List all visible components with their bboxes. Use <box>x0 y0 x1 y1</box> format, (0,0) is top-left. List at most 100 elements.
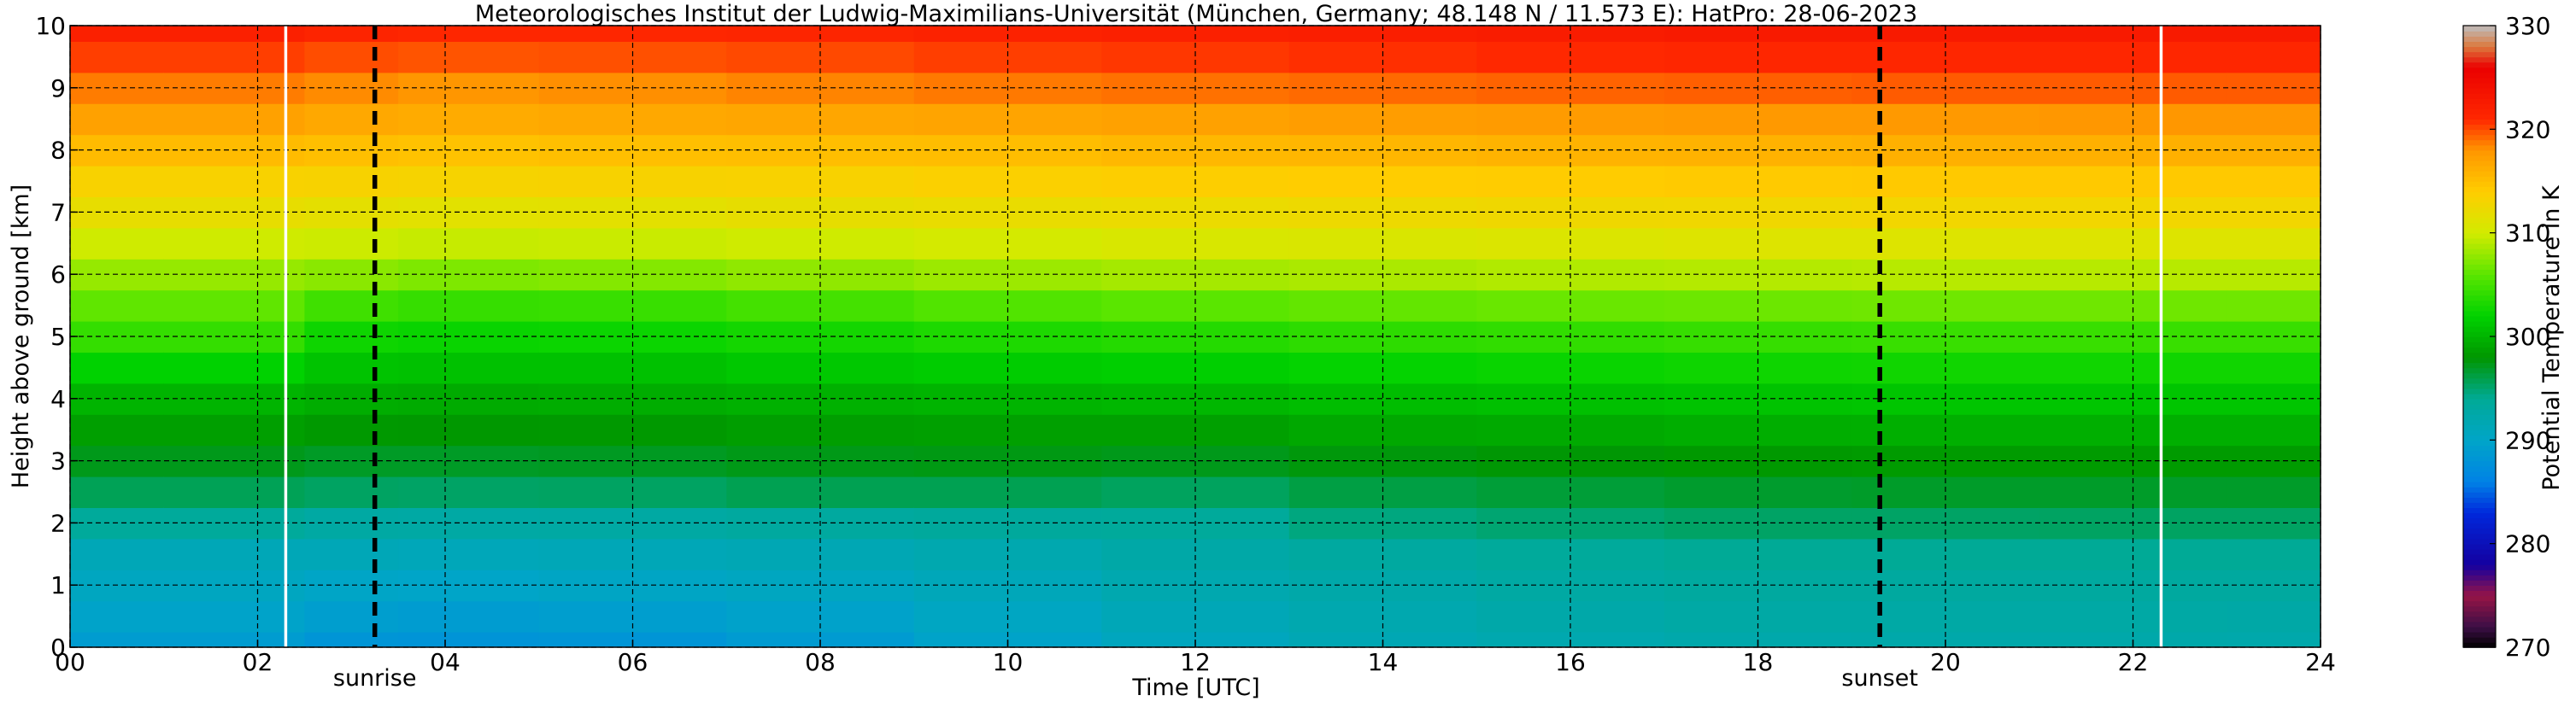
heatmap-cell <box>398 289 540 322</box>
colorbar-segment <box>2463 67 2496 73</box>
heatmap-cell <box>163 165 306 197</box>
colorbar-segment <box>2463 330 2496 337</box>
heatmap-cell <box>398 600 540 633</box>
x-tick-label: 24 <box>2305 648 2336 676</box>
colorbar-segment <box>2463 139 2496 146</box>
heatmap-cell <box>163 289 306 322</box>
heatmap-cell <box>398 41 540 73</box>
colorbar-segment <box>2463 87 2496 94</box>
colorbar-segment <box>2463 149 2496 156</box>
y-tick-label: 3 <box>50 447 66 476</box>
heatmap-cell <box>304 26 399 42</box>
x-tick-label: 14 <box>1368 648 1399 676</box>
heatmap-cell <box>163 227 306 260</box>
colorbar-segment <box>2463 175 2496 182</box>
heatmap-cell <box>398 414 540 447</box>
heatmap-cell <box>1101 26 1290 42</box>
colorbar-segment <box>2463 595 2496 602</box>
colorbar-tick-label: 310 <box>2505 219 2550 248</box>
heatmap-cell <box>70 165 165 197</box>
heatmap-cell <box>913 26 1103 42</box>
heatmap-cell <box>70 600 165 633</box>
heatmap-cell <box>2227 352 2321 384</box>
heatmap-cell <box>2227 26 2321 42</box>
colorbar-segment <box>2463 435 2496 441</box>
colorbar-segment <box>2463 419 2496 425</box>
heatmap-cell <box>70 41 165 73</box>
heatmap-cell <box>70 26 165 42</box>
x-tick-label: 08 <box>805 648 836 676</box>
heatmap-cell <box>1664 26 1853 42</box>
colorbar-segment <box>2463 528 2496 535</box>
colorbar-segment <box>2463 279 2496 286</box>
colorbar-segment <box>2463 616 2496 622</box>
heatmap-cell <box>2227 538 2321 570</box>
colorbar-segment <box>2463 269 2496 275</box>
colorbar-segment <box>2463 580 2496 586</box>
heatmap-cell <box>2227 631 2321 647</box>
colorbar-segment <box>2463 585 2496 592</box>
colorbar: 270 280 290 300 310 320 330 <box>2462 12 2550 662</box>
heatmap-cell <box>304 41 399 73</box>
colorbar-segment <box>2463 497 2496 503</box>
y-tick-label: 1 <box>50 571 66 599</box>
colorbar-segment <box>2463 336 2496 342</box>
colorbar-segment <box>2463 553 2496 560</box>
colorbar-segment <box>2463 403 2496 410</box>
heatmap-cell <box>70 414 165 447</box>
x-tick-label: 00 <box>55 648 85 676</box>
colorbar-segment <box>2463 460 2496 467</box>
x-tick-label: 04 <box>430 648 461 676</box>
heatmap-cell <box>163 352 306 384</box>
colorbar-segment <box>2463 512 2496 519</box>
colorbar-segment <box>2463 543 2496 550</box>
colorbar-segment <box>2463 476 2496 482</box>
colorbar-segment <box>2463 77 2496 84</box>
colorbar-segment <box>2463 357 2496 364</box>
colorbar-segment <box>2463 605 2496 612</box>
colorbar-segment <box>2463 160 2496 167</box>
colorbar-segment <box>2463 284 2496 291</box>
colorbar-tick-label: 270 <box>2505 634 2550 662</box>
colorbar-segment <box>2463 129 2496 136</box>
colorbar-segment <box>2463 507 2496 514</box>
heatmap-cell <box>726 631 915 647</box>
heatmap-cell <box>1851 631 2040 647</box>
colorbar-segment <box>2463 212 2496 219</box>
colorbar-segment <box>2463 600 2496 607</box>
heatmap-cell <box>304 476 399 508</box>
heatmap-cell <box>304 631 399 647</box>
colorbar-tick-label: 290 <box>2505 426 2550 454</box>
heatmap-cell <box>726 26 915 42</box>
colorbar-segment <box>2463 429 2496 436</box>
colorbar-segment <box>2463 61 2496 68</box>
colorbar-segment <box>2463 347 2496 353</box>
colorbar-segment <box>2463 440 2496 447</box>
heatmap-cell <box>2039 26 2228 42</box>
colorbar-segment <box>2463 227 2496 234</box>
x-tick-label: 10 <box>993 648 1024 676</box>
colorbar-segment <box>2463 259 2496 265</box>
y-tick-label: 7 <box>50 198 66 226</box>
colorbar-segment <box>2463 523 2496 529</box>
heatmap-cell <box>304 414 399 447</box>
colorbar-segment <box>2463 155 2496 161</box>
colorbar-label: Potential Temperature in K <box>2538 184 2565 491</box>
heatmap-cell <box>1288 631 1478 647</box>
heatmap-cell <box>2227 476 2321 508</box>
heatmap-cell <box>2227 165 2321 197</box>
colorbar-segment <box>2463 398 2496 405</box>
colorbar-segment <box>2463 295 2496 301</box>
x-tick-label: 02 <box>243 648 273 676</box>
y-tick-label: 10 <box>35 12 66 40</box>
heatmap-cell <box>70 631 165 647</box>
heatmap-cell <box>538 26 728 42</box>
colorbar-segment <box>2463 26 2496 32</box>
colorbar-segment <box>2463 56 2496 63</box>
colorbar-segment <box>2463 372 2496 379</box>
colorbar-segment <box>2463 274 2496 281</box>
colorbar-segment <box>2463 455 2496 462</box>
heatmap-cell <box>304 538 399 570</box>
colorbar-segment <box>2463 72 2496 79</box>
